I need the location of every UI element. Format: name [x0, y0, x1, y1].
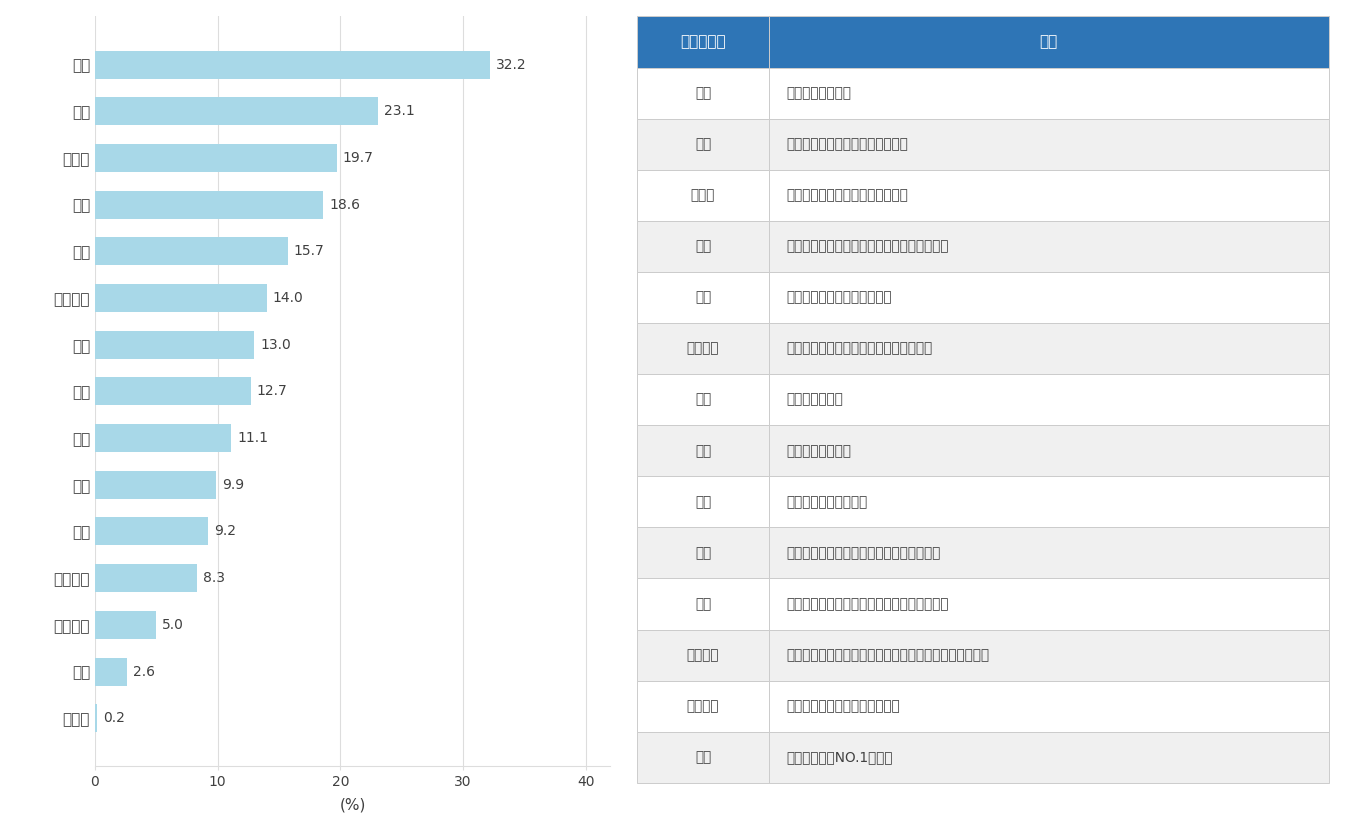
Text: 13.0: 13.0	[260, 338, 292, 352]
Text: 人から認められる: 人から認められる	[786, 444, 852, 457]
Text: 成長: 成長	[694, 87, 711, 100]
Text: 影響: 影響	[694, 546, 711, 559]
Bar	[769, 578, 1329, 630]
Text: 人や社会の役に立つ、感謝される: 人や社会の役に立つ、感謝される	[786, 138, 909, 151]
Text: プライベートの充実をはかる、仕事以外の楽しみを持つ: プライベートの充実をはかる、仕事以外の楽しみを持つ	[786, 648, 989, 662]
Bar	[95, 97, 378, 125]
Bar	[769, 425, 1329, 476]
Bar	[95, 190, 323, 218]
Bar	[637, 425, 769, 476]
Text: 18.6: 18.6	[330, 198, 361, 212]
Text: 専門性を深める、第一人者になる: 専門性を深める、第一人者になる	[786, 189, 909, 202]
Bar	[95, 424, 231, 452]
Text: 責任を果たす、役割を果たす: 責任を果たす、役割を果たす	[786, 291, 892, 304]
Bar	[95, 517, 207, 545]
Bar	[637, 681, 769, 732]
Bar	[637, 630, 769, 681]
Text: 仲間と支え合う、皆で一体となって取り組む: 仲間と支え合う、皆で一体となって取り組む	[786, 240, 948, 253]
Bar	[95, 144, 336, 172]
Bar	[95, 330, 255, 358]
Text: 14.0: 14.0	[273, 291, 304, 305]
Bar	[637, 476, 769, 527]
Bar	[769, 119, 1329, 170]
Text: 23.1: 23.1	[385, 105, 415, 119]
Bar	[95, 705, 98, 733]
Bar	[637, 374, 769, 425]
Text: 創造: 創造	[694, 597, 711, 611]
Text: 自分が成長できる: 自分が成長できる	[786, 87, 852, 100]
Bar	[637, 323, 769, 374]
Bar	[769, 681, 1329, 732]
Text: 内容: 内容	[1040, 35, 1058, 49]
Bar	[769, 16, 1329, 68]
Text: 貢献: 貢献	[694, 138, 711, 151]
Text: 競争: 競争	[694, 751, 711, 764]
Text: 11.1: 11.1	[237, 431, 268, 445]
Bar	[769, 323, 1329, 374]
Bar	[637, 170, 769, 221]
Text: 9.9: 9.9	[222, 478, 244, 492]
Bar	[95, 564, 197, 592]
Text: 8.3: 8.3	[203, 571, 225, 585]
Bar	[637, 272, 769, 323]
Text: 仲間: 仲間	[694, 240, 711, 253]
Bar	[637, 527, 769, 578]
Text: 5.0: 5.0	[163, 618, 184, 632]
Bar	[769, 374, 1329, 425]
Text: 専門性: 専門性	[690, 189, 715, 202]
Bar	[95, 611, 156, 639]
Text: 世の中に影響を与える、多くの人を動かす: 世の中に影響を与える、多くの人を動かす	[786, 546, 940, 559]
Text: ビジョン: ビジョン	[686, 700, 719, 713]
X-axis label: (%): (%)	[339, 798, 366, 812]
Text: 目標を達成する: 目標を達成する	[786, 393, 843, 406]
Text: 12.7: 12.7	[256, 385, 287, 398]
Bar	[95, 237, 287, 265]
Text: 新たな価値を生み出す、ゼロから創り上げる: 新たな価値を生み出す、ゼロから創り上げる	[786, 597, 948, 611]
Text: より多くの報酬を得る: より多くの報酬を得る	[786, 495, 868, 508]
Text: 2.6: 2.6	[133, 664, 155, 678]
Text: 承認: 承認	[694, 444, 711, 457]
Text: キーワード: キーワード	[681, 35, 725, 49]
Bar	[95, 50, 490, 78]
Text: 競争に勝つ、NO.1になる: 競争に勝つ、NO.1になる	[786, 751, 892, 764]
Bar	[769, 630, 1329, 681]
Text: 自分のビジョンや夢を実現する: 自分のビジョンや夢を実現する	[786, 700, 900, 713]
Bar	[95, 471, 217, 499]
Bar	[637, 221, 769, 272]
Bar	[95, 658, 127, 686]
Text: やりがい: やりがい	[686, 342, 719, 355]
Text: 9.2: 9.2	[214, 524, 236, 538]
Bar	[637, 16, 769, 68]
Bar	[769, 476, 1329, 527]
Bar	[95, 284, 267, 312]
Text: 達成: 達成	[694, 393, 711, 406]
Bar	[637, 119, 769, 170]
Text: 責任: 責任	[694, 291, 711, 304]
Bar	[769, 732, 1329, 783]
Bar	[769, 170, 1329, 221]
Text: 15.7: 15.7	[294, 245, 324, 259]
Bar	[769, 527, 1329, 578]
Bar	[769, 221, 1329, 272]
Text: 0.2: 0.2	[103, 711, 125, 725]
Text: 32.2: 32.2	[496, 58, 526, 72]
Text: 仕事以外: 仕事以外	[686, 648, 719, 662]
Text: 金銭: 金銭	[694, 495, 711, 508]
Bar	[95, 377, 251, 405]
Text: やることの意味や意義が強く感じられる: やることの意味や意義が強く感じられる	[786, 342, 933, 355]
Bar	[769, 272, 1329, 323]
Text: 19.7: 19.7	[343, 151, 374, 165]
Bar	[637, 68, 769, 119]
Bar	[637, 578, 769, 630]
Bar	[769, 68, 1329, 119]
Bar	[637, 732, 769, 783]
